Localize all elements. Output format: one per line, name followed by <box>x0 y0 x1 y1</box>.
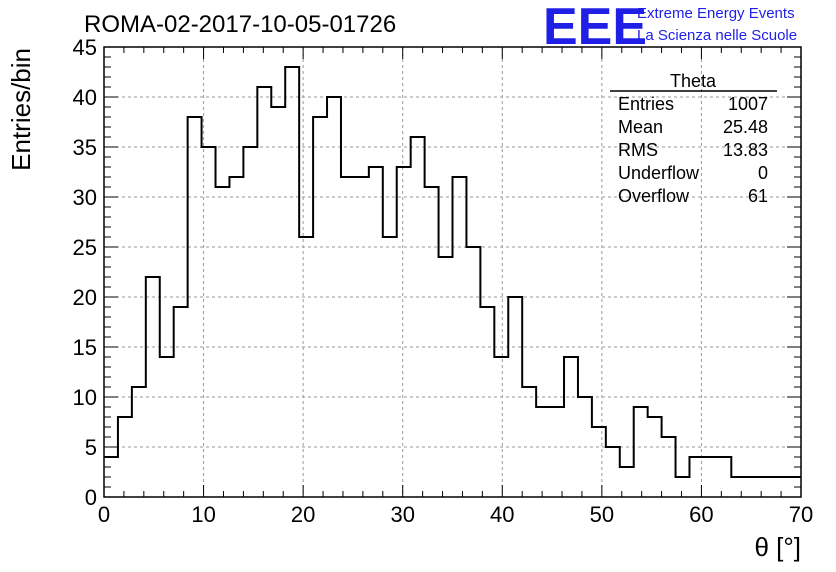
axis-ticks <box>103 46 802 498</box>
stats-label-rms: RMS <box>618 140 658 160</box>
stats-value-overflow: 61 <box>748 186 768 206</box>
y-tick-label: 15 <box>73 335 97 360</box>
y-tick-label: 30 <box>73 185 97 210</box>
histogram-series <box>104 66 801 478</box>
x-axis-title: θ [°] <box>754 532 801 562</box>
y-tick-label: 0 <box>85 485 97 510</box>
y-tick-label: 5 <box>85 435 97 460</box>
stats-value-underflow: 0 <box>758 163 768 183</box>
logo: EEE Extreme Energy Events La Scienza nel… <box>543 0 797 56</box>
y-tick-labels: 0 5 10 15 20 25 30 35 40 45 <box>73 35 97 510</box>
x-tick-label: 30 <box>390 502 414 527</box>
stats-value-mean: 25.48 <box>723 117 768 137</box>
y-tick-label: 40 <box>73 85 97 110</box>
y-tick-label: 20 <box>73 285 97 310</box>
y-tick-label: 35 <box>73 135 97 160</box>
logo-line1: Extreme Energy Events <box>637 5 795 22</box>
x-tick-label: 70 <box>789 502 813 527</box>
x-tick-labels: 0 10 20 30 40 50 60 70 <box>98 502 813 527</box>
x-tick-label: 0 <box>98 502 110 527</box>
y-tick-label: 10 <box>73 385 97 410</box>
x-tick-label: 20 <box>291 502 315 527</box>
histogram-outline <box>104 66 801 478</box>
stats-label-mean: Mean <box>618 117 663 137</box>
logo-line2: La Scienza nelle Scuole <box>637 27 797 44</box>
y-tick-label: 25 <box>73 235 97 260</box>
stats-box: Theta Entries 1007 Mean 25.48 RMS 13.83 … <box>610 71 777 206</box>
x-tick-label: 40 <box>490 502 514 527</box>
stats-title: Theta <box>670 71 717 91</box>
plot-frame <box>103 46 802 498</box>
chart-title: ROMA-02-2017-10-05-01726 <box>84 11 396 38</box>
x-tick-label: 50 <box>590 502 614 527</box>
stats-value-entries: 1007 <box>728 94 768 114</box>
y-axis-title: Entries/bin <box>6 48 36 171</box>
plot-frame-border <box>103 46 802 498</box>
stats-label-entries: Entries <box>618 94 674 114</box>
grid <box>104 47 801 497</box>
x-tick-label: 60 <box>689 502 713 527</box>
x-tick-label: 10 <box>191 502 215 527</box>
y-tick-label: 45 <box>73 35 97 60</box>
stats-label-underflow: Underflow <box>618 163 700 183</box>
stats-value-rms: 13.83 <box>723 140 768 160</box>
stats-label-overflow: Overflow <box>618 186 690 206</box>
